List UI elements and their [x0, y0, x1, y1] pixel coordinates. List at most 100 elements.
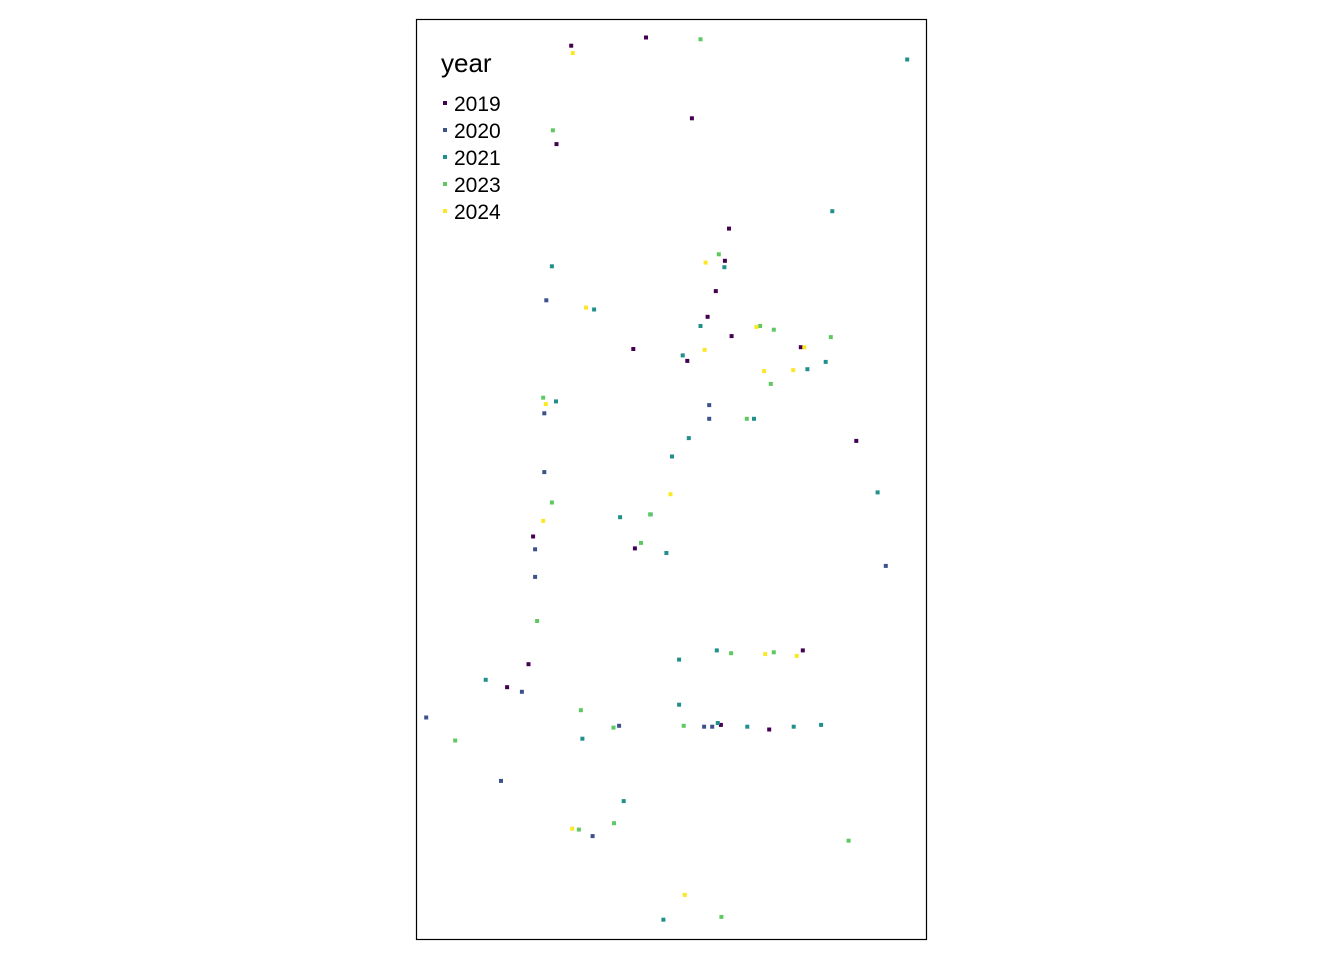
point-2020-6 — [533, 574, 538, 579]
point-2021-20 — [677, 702, 682, 707]
point-2023-5 — [828, 335, 833, 340]
point-2020-11 — [617, 723, 622, 728]
point-2024-5 — [791, 368, 796, 373]
point-2021-0 — [905, 57, 910, 62]
legend-key-2020 — [443, 128, 447, 132]
point-2024-4 — [754, 324, 759, 329]
point-2020-0 — [544, 298, 549, 303]
point-2019-3 — [554, 142, 559, 147]
point-2024-0 — [570, 51, 575, 56]
point-2024-12 — [794, 653, 799, 658]
point-2021-16 — [664, 551, 669, 555]
point-2021-11 — [686, 436, 691, 441]
point-2019-7 — [705, 314, 710, 319]
point-2021-12 — [670, 454, 674, 459]
legend-label-2020: 2020 — [454, 120, 501, 143]
point-2024-9 — [541, 518, 546, 523]
point-2023-3 — [758, 324, 763, 328]
point-2021-24 — [580, 736, 585, 741]
point-2024-3 — [702, 347, 707, 352]
point-2021-7 — [823, 359, 828, 364]
point-2020-1 — [707, 403, 712, 408]
point-2023-12 — [535, 619, 540, 623]
point-2024-8 — [543, 402, 548, 407]
point-2023-4 — [771, 327, 776, 332]
point-2021-4 — [698, 324, 703, 328]
point-2023-20 — [612, 821, 616, 826]
point-2024-6 — [762, 369, 767, 374]
point-2023-13 — [729, 651, 734, 656]
point-2020-8 — [519, 689, 524, 694]
point-2019-13 — [632, 546, 637, 551]
point-2020-14 — [590, 834, 595, 839]
point-2024-14 — [682, 892, 687, 897]
point-2023-1 — [550, 128, 555, 133]
point-2023-17 — [681, 723, 686, 728]
point-2019-14 — [531, 534, 536, 539]
point-2023-7 — [744, 416, 749, 421]
point-2020-4 — [542, 470, 547, 475]
point-2023-10 — [648, 512, 653, 517]
point-2021-23 — [715, 721, 720, 725]
point-2019-1 — [644, 35, 648, 40]
point-2023-15 — [578, 708, 583, 713]
point-2024-7 — [802, 345, 807, 350]
point-2020-3 — [542, 411, 547, 416]
point-2019-15 — [526, 662, 531, 667]
point-2021-18 — [714, 648, 719, 653]
point-2019-5 — [722, 258, 727, 263]
point-2023-0 — [698, 37, 703, 42]
point-2023-21 — [846, 838, 851, 843]
points-layer — [424, 35, 910, 922]
point-2019-11 — [798, 345, 803, 350]
point-2021-25 — [621, 799, 626, 804]
point-2023-22 — [719, 914, 724, 919]
point-2024-11 — [763, 652, 768, 657]
point-2023-19 — [576, 827, 581, 832]
point-2020-7 — [883, 563, 888, 568]
point-2023-14 — [771, 650, 776, 655]
point-2021-27 — [791, 724, 796, 729]
point-2019-17 — [800, 648, 805, 653]
point-2021-14 — [618, 515, 623, 520]
legend-items: 2019 2020 2021 2023 2024 — [443, 93, 501, 224]
point-2020-13 — [710, 724, 715, 729]
point-2019-9 — [631, 347, 636, 351]
point-2019-6 — [713, 289, 718, 294]
point-2019-10 — [685, 358, 690, 363]
map-border — [415, 18, 928, 941]
legend-key-2023 — [443, 182, 447, 186]
point-2019-4 — [727, 226, 731, 231]
point-2019-8 — [729, 334, 734, 339]
legend-key-2021 — [443, 155, 447, 159]
legend-title: year — [441, 48, 492, 78]
point-2021-13 — [875, 490, 880, 495]
legend-label-2019: 2019 — [454, 93, 501, 116]
point-2021-19 — [483, 677, 488, 682]
point-2021-1 — [830, 209, 835, 214]
point-2023-9 — [549, 500, 554, 505]
point-2023-8 — [541, 395, 546, 400]
point-2023-2 — [716, 252, 721, 257]
point-2020-10 — [499, 778, 503, 783]
point-2020-12 — [702, 724, 707, 729]
point-2023-11 — [639, 540, 643, 545]
point-2021-3 — [592, 307, 597, 312]
point-2019-16 — [505, 685, 510, 690]
point-2024-10 — [668, 492, 673, 497]
point-2019-19 — [718, 722, 723, 727]
point-2019-0 — [569, 43, 574, 48]
point-2021-5 — [680, 353, 685, 358]
point-2021-9 — [554, 399, 558, 404]
point-2023-6 — [768, 381, 773, 386]
point-2020-5 — [533, 547, 538, 552]
legend-label-2021: 2021 — [454, 147, 501, 170]
legend-key-2019 — [443, 101, 447, 105]
point-2024-13 — [570, 826, 575, 831]
point-2021-21 — [745, 724, 750, 729]
legend: year 2019 2020 2021 2023 2024 — [441, 48, 501, 224]
point-2024-2 — [584, 305, 588, 310]
legend-label-2023: 2023 — [454, 174, 501, 197]
point-2019-12 — [854, 438, 859, 443]
